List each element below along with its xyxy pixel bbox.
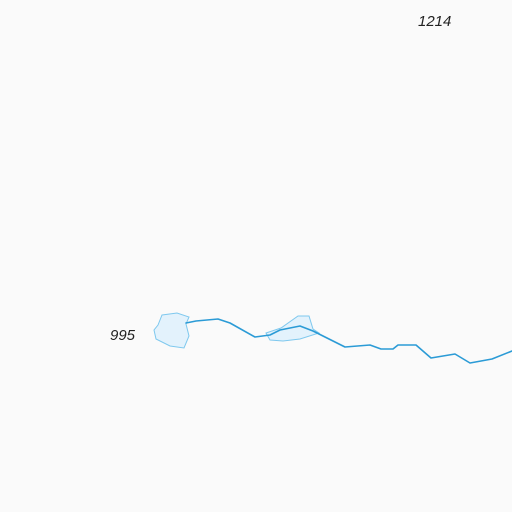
elevation-label: 995: [110, 327, 136, 344]
stream: [185, 318, 512, 364]
lake: [153, 312, 190, 349]
lake: [265, 315, 321, 342]
elevation-label: 1214: [418, 13, 452, 30]
